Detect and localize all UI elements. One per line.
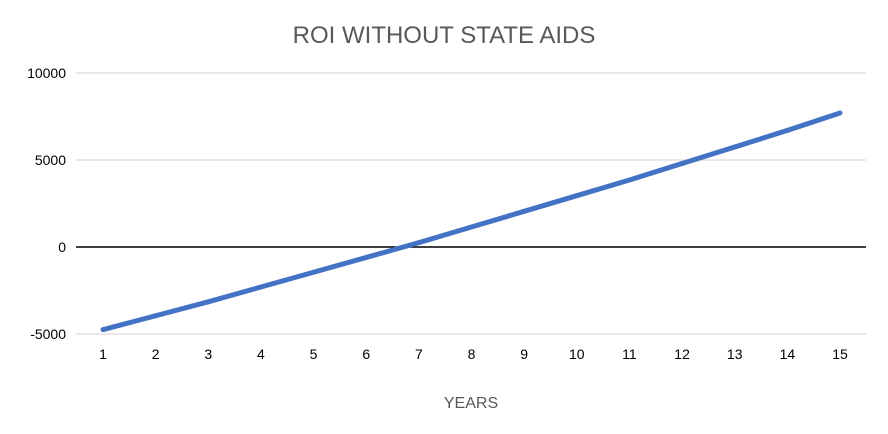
x-tick-label: 10 [569, 346, 585, 362]
y-tick-label: 0 [58, 239, 66, 255]
data-point [469, 224, 474, 230]
data-point [153, 313, 159, 319]
data-point [100, 327, 106, 333]
x-tick-label: 8 [468, 346, 476, 362]
data-point [574, 193, 580, 199]
x-tick-label: 9 [520, 346, 528, 362]
chart-title: ROI WITHOUT STATE AIDS [293, 22, 596, 49]
data-point [521, 208, 527, 214]
series-layer [100, 110, 843, 333]
data-point [311, 269, 317, 275]
data-point [679, 160, 685, 166]
data-point [732, 144, 738, 150]
x-tick-label: 4 [257, 346, 265, 362]
x-tick-label: 14 [780, 346, 796, 362]
x-tick-label: 11 [622, 346, 637, 362]
data-point [837, 110, 843, 116]
y-tick-label: 10000 [27, 65, 66, 81]
x-tick-label: 6 [362, 346, 370, 362]
x-tick-label: 7 [415, 346, 423, 362]
x-tick-label: 13 [727, 346, 743, 362]
x-axis-tick-labels: 1 2 3 4 5 6 7 8 9 10 11 12 13 14 15 [99, 346, 848, 362]
x-tick-label: 12 [674, 346, 690, 362]
data-point [258, 284, 264, 290]
y-tick-label: -5000 [30, 326, 66, 342]
x-tick-label: 1 [99, 346, 107, 362]
x-tick-label: 2 [152, 346, 160, 362]
y-tick-label: 5000 [35, 152, 66, 168]
y-axis-tick-labels: -5000 0 5000 10000 [27, 65, 66, 342]
data-point [363, 254, 369, 260]
x-tick-label: 5 [310, 346, 318, 362]
x-tick-label: 3 [204, 346, 212, 362]
data-point [205, 299, 211, 305]
data-point [626, 177, 632, 183]
x-axis-title: YEARS [444, 395, 498, 412]
x-tick-label: 15 [832, 346, 848, 362]
gridlines [76, 72, 866, 335]
data-point [784, 127, 790, 133]
data-point [416, 240, 422, 246]
